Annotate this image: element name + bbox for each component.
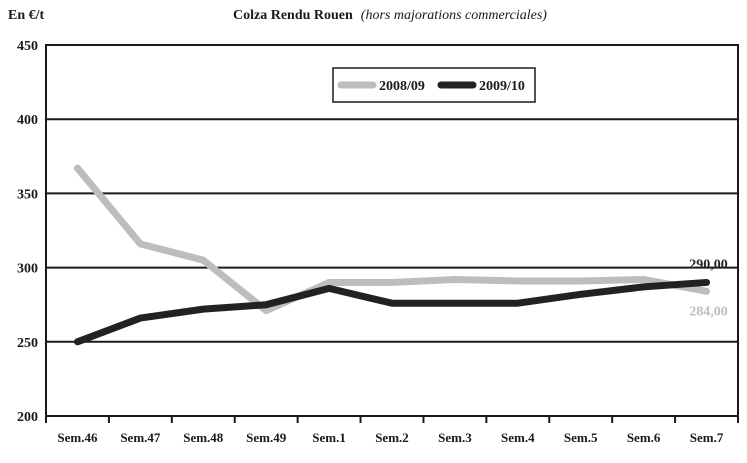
x-tick-label-5: Sem.1 — [312, 430, 346, 445]
chart-header: En €/t Colza Rendu Rouen (hors majoration… — [0, 6, 747, 28]
y-tick-label-450: 450 — [17, 39, 38, 54]
x-tick-label-9: Sem.5 — [564, 430, 598, 445]
x-tick-label-8: Sem.4 — [501, 430, 535, 445]
x-tick-label-2: Sem.47 — [120, 430, 161, 445]
x-tick-label-7: Sem.3 — [438, 430, 472, 445]
legend-label-2008-09: 2008/09 — [379, 79, 425, 94]
data-point-2009-10-4 — [265, 304, 267, 306]
x-tick-label-6: Sem.2 — [375, 430, 409, 445]
data-point-2008-09-7 — [454, 278, 456, 280]
y-axis-ticks: 200 250 300 350 400 450 — [17, 39, 38, 425]
data-point-2008-09-4 — [265, 310, 267, 312]
data-point-2009-10-2 — [139, 317, 141, 319]
data-point-2009-10-11 — [706, 281, 708, 283]
chart-title-text: Colza Rendu Rouen — [233, 8, 353, 23]
data-point-2008-09-8 — [517, 280, 519, 282]
data-point-2008-09-2 — [139, 243, 141, 245]
legend-label-2009-10: 2009/10 — [479, 79, 525, 94]
data-point-2009-10-9 — [580, 293, 582, 295]
x-tick-label-3: Sem.48 — [183, 430, 224, 445]
data-point-2008-09-10 — [643, 278, 645, 280]
data-point-2008-09-3 — [202, 259, 204, 261]
data-point-2008-09-9 — [580, 280, 582, 282]
y-tick-label-350: 350 — [17, 187, 38, 202]
unit-label: En €/t — [8, 8, 45, 23]
data-point-2008-09-5 — [328, 281, 330, 283]
data-point-2009-10-10 — [643, 286, 645, 288]
y-tick-label-250: 250 — [17, 336, 38, 351]
y-tick-label-400: 400 — [17, 113, 38, 128]
data-point-2009-10-5 — [328, 287, 330, 289]
y-tick-label-200: 200 — [17, 410, 38, 425]
data-point-2008-09-6 — [391, 281, 393, 283]
data-point-2008-09-1 — [76, 167, 78, 169]
y-tick-label-300: 300 — [17, 262, 38, 277]
data-point-2009-10-3 — [202, 308, 204, 310]
chart-title: Colza Rendu Rouen (hors majorations comme… — [233, 8, 547, 24]
x-axis-ticks: Sem.46 Sem.47 Sem.48 Sem.49 Sem.1 Sem.2 Sem.3 S… — [45, 416, 739, 445]
gridlines — [46, 118, 738, 343]
data-point-2009-10-8 — [517, 302, 519, 304]
x-tick-label-4: Sem.49 — [246, 430, 287, 445]
x-tick-label-1: Sem.46 — [57, 430, 98, 445]
data-point-2009-10-1 — [76, 341, 78, 343]
x-tick-label-10: Sem.6 — [627, 430, 661, 445]
data-point-2009-10-7 — [454, 302, 456, 304]
annotations: 290,00 284,00 — [689, 257, 728, 319]
series-lines — [73, 164, 711, 346]
annotation-2: 284,00 — [689, 304, 728, 319]
legend: 2008/09 2009/10 — [332, 67, 536, 103]
data-point-2008-09-11 — [706, 290, 708, 292]
annotation-1: 290,00 — [689, 257, 728, 272]
chart-subtitle: (hors majorations commerciales) — [360, 8, 547, 23]
series-line-2009-10 — [73, 278, 711, 346]
x-tick-label-11: Sem.7 — [690, 430, 724, 445]
plot-frame — [45, 44, 739, 417]
data-point-2009-10-6 — [391, 302, 393, 304]
